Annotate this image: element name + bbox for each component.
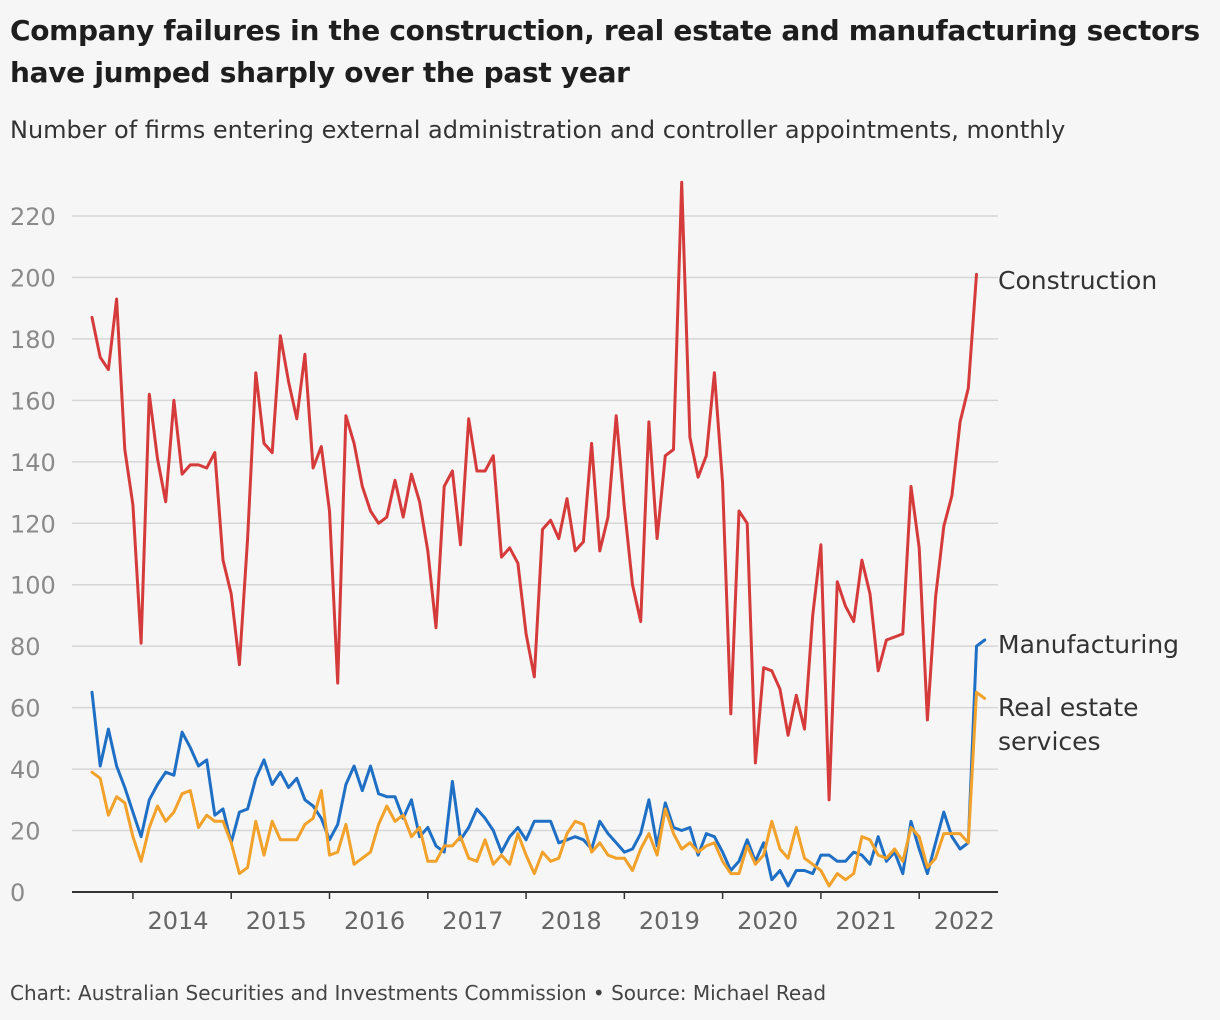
series-line-real-estate-services [90, 690, 987, 888]
y-axis-ticks: 0 20 40 60 80 100 120 140 160 180 200 220 [10, 203, 56, 907]
series-line-construction [90, 180, 978, 802]
x-tick-label-2015: 2015 [246, 907, 307, 935]
y-tick-label-40: 40 [10, 756, 41, 784]
x-tick-label-2019: 2019 [639, 907, 700, 935]
y-tick-label-60: 60 [10, 695, 41, 723]
y-tick-label-220: 220 [10, 203, 56, 231]
x-tick-label-2020: 2020 [737, 907, 798, 935]
x-tick-label-2018: 2018 [541, 907, 602, 935]
x-tick-label-2014: 2014 [147, 907, 208, 935]
series-label-real-estate-services: Real estate services [998, 693, 1139, 756]
x-tick-label-2017: 2017 [442, 907, 503, 935]
series-labels: Construction Manufacturing Real estate serv… [998, 266, 1179, 756]
chart-subtitle: Number of firms entering external admini… [10, 116, 1066, 144]
y-tick-label-0: 0 [10, 879, 25, 907]
x-tick-label-2022: 2022 [934, 907, 995, 935]
y-tick-label-180: 180 [10, 326, 56, 354]
x-axis-ticks: 2014 2015 2016 2017 2018 2019 2020 2021 2022 [132, 892, 995, 935]
chart-title: Company failures in the construction, re… [10, 14, 1200, 89]
x-tick-label-2021: 2021 [835, 907, 896, 935]
y-tick-label-200: 200 [10, 264, 56, 292]
series-line-manufacturing [90, 638, 987, 888]
y-tick-label-120: 120 [10, 510, 56, 538]
y-tick-label-140: 140 [10, 449, 56, 477]
y-tick-label-160: 160 [10, 387, 56, 415]
series-lines [90, 180, 987, 888]
series-label-manufacturing: Manufacturing [998, 630, 1179, 659]
chart-source-credit: Chart: Australian Securities and Investm… [10, 981, 827, 1005]
y-tick-label-100: 100 [10, 572, 56, 600]
x-tick-label-2016: 2016 [344, 907, 405, 935]
y-tick-label-20: 20 [10, 818, 41, 846]
y-tick-label-80: 80 [10, 633, 41, 661]
series-label-construction: Construction [998, 266, 1157, 295]
